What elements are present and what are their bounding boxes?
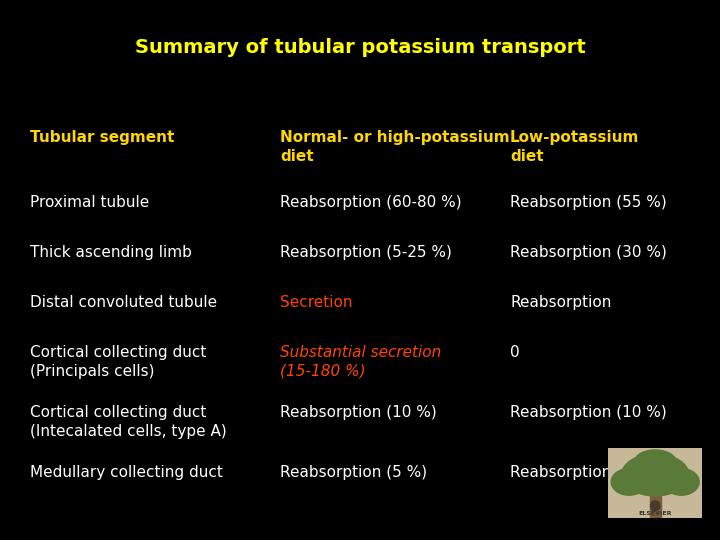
Text: Reabsorption: Reabsorption — [510, 295, 611, 310]
Text: Tubular segment: Tubular segment — [30, 130, 174, 145]
Text: Medullary collecting duct: Medullary collecting duct — [30, 465, 223, 480]
Text: Reabsorption (55 %): Reabsorption (55 %) — [510, 195, 667, 210]
Bar — [649, 495, 661, 517]
Text: Thick ascending limb: Thick ascending limb — [30, 245, 192, 260]
Text: Reabsorption (60-80 %): Reabsorption (60-80 %) — [280, 195, 462, 210]
Ellipse shape — [651, 501, 660, 511]
Ellipse shape — [634, 450, 676, 475]
Text: Secretion: Secretion — [280, 295, 353, 310]
Text: 0: 0 — [510, 345, 520, 360]
Text: ELSEVIER: ELSEVIER — [639, 511, 672, 516]
Text: Substantial secretion
(15-180 %): Substantial secretion (15-180 %) — [280, 345, 441, 379]
Text: Cortical collecting duct
(Principals cells): Cortical collecting duct (Principals cel… — [30, 345, 207, 379]
Text: Reabsorption (30 %): Reabsorption (30 %) — [510, 245, 667, 260]
Ellipse shape — [621, 454, 689, 496]
Ellipse shape — [664, 469, 699, 495]
Text: Reabsorption (10 %): Reabsorption (10 %) — [280, 405, 437, 420]
Text: Distal convoluted tubule: Distal convoluted tubule — [30, 295, 217, 310]
Text: Low-potassium
diet: Low-potassium diet — [510, 130, 639, 164]
Text: Reabsorption (5 %): Reabsorption (5 %) — [280, 465, 427, 480]
Text: Cortical collecting duct
(Intecalated cells, type A): Cortical collecting duct (Intecalated ce… — [30, 405, 227, 438]
Text: Normal- or high-potassium
diet: Normal- or high-potassium diet — [280, 130, 510, 164]
Text: Reabsorption (5-25 %): Reabsorption (5-25 %) — [280, 245, 452, 260]
Text: Summary of tubular potassium transport: Summary of tubular potassium transport — [135, 38, 585, 57]
Text: Reabsorption (5 %): Reabsorption (5 %) — [510, 465, 657, 480]
Text: Reabsorption (10 %): Reabsorption (10 %) — [510, 405, 667, 420]
Ellipse shape — [611, 469, 647, 495]
Text: Proximal tubule: Proximal tubule — [30, 195, 149, 210]
